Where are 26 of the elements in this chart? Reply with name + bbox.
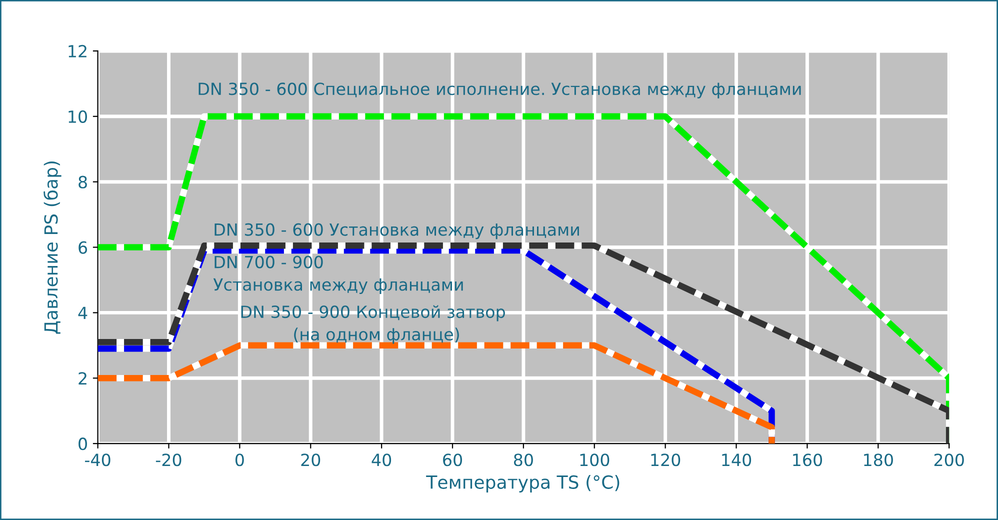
- x-tick-label: 40: [372, 454, 392, 466]
- x-tick-label: 100: [580, 454, 610, 466]
- x-tick-label: -20: [156, 454, 182, 466]
- x-tick-label: 0: [235, 454, 244, 466]
- x-tick-label: 120: [651, 454, 680, 466]
- x-axis-title: Температура TS (°C): [426, 474, 620, 492]
- y-tick-label: 12: [68, 44, 86, 58]
- x-tick-label: 80: [514, 454, 533, 466]
- y-tick-label: 8: [78, 176, 87, 188]
- x-tick-label: 20: [301, 454, 320, 466]
- x-tick-label: 160: [793, 454, 822, 466]
- series-label: DN 350 - 600 Специальное исполнение. Установка между фланцами: [198, 82, 801, 98]
- x-tick-label: 200: [934, 454, 964, 466]
- series-label: DN 350 - 900 Концевой затвор (на одном фланце): [241, 305, 505, 344]
- x-tick-label: 140: [722, 454, 752, 466]
- series-label: DN 700 - 900 Установка между фланцами: [213, 256, 463, 294]
- y-tick-label: 0: [78, 438, 87, 450]
- x-tick-label: -40: [85, 454, 110, 466]
- x-tick-label: 60: [443, 454, 462, 466]
- y-axis-title: Давление PS (бар): [44, 161, 62, 334]
- series-label: DN 350 - 600 Установка между фланцами: [214, 223, 579, 240]
- y-tick-label: 4: [78, 306, 88, 320]
- x-tick-label: 180: [864, 454, 893, 466]
- y-tick-label: 10: [68, 110, 87, 123]
- y-tick-label: 6: [78, 241, 88, 254]
- y-tick-label: 2: [78, 372, 86, 384]
